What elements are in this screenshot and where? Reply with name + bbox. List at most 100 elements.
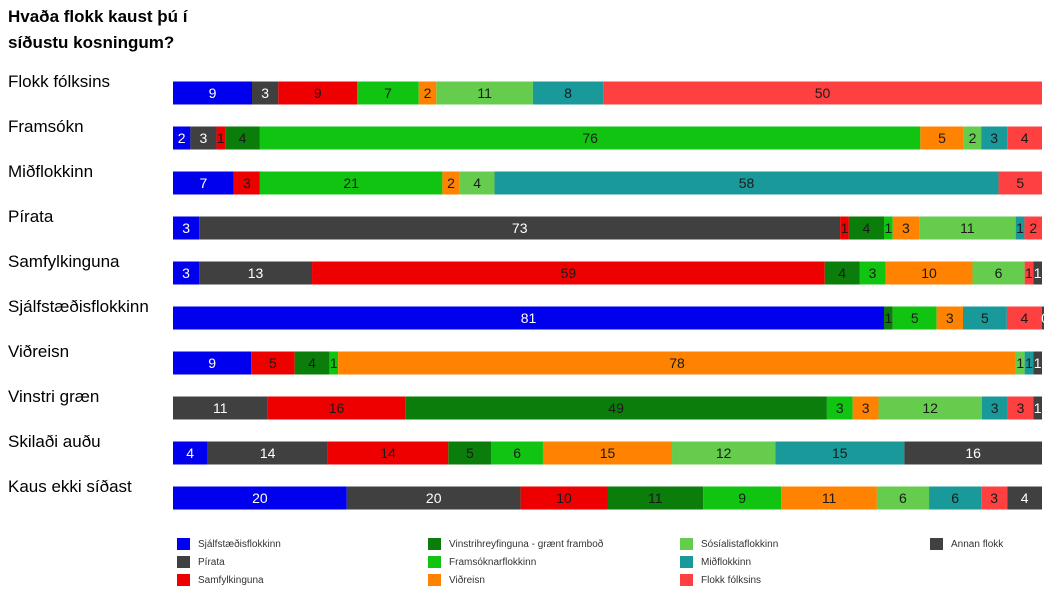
data-label: 5: [938, 130, 946, 146]
bar-segment: [981, 396, 1008, 420]
row-label: Pírata: [8, 207, 54, 226]
bar-segment: [963, 126, 982, 150]
data-label: 81: [521, 310, 537, 326]
data-label: 3: [902, 220, 910, 236]
data-label: 73: [512, 220, 528, 236]
legend-swatch: [680, 556, 693, 568]
data-label: 16: [965, 445, 981, 461]
bar-row: Flokk fólksins 9 3 9 7 2 11 8 50: [8, 72, 1042, 105]
data-label: 11: [960, 220, 975, 236]
data-label: 10: [556, 490, 572, 506]
data-label: 3: [990, 490, 998, 506]
data-label: 20: [252, 490, 268, 506]
data-label: 15: [832, 445, 848, 461]
data-label: 2: [969, 130, 977, 146]
data-label: 10: [921, 265, 937, 281]
bar-segment: [840, 216, 849, 240]
data-label: 0: [1041, 310, 1049, 326]
legend-label: Viðreisn: [449, 574, 485, 586]
data-label: 6: [951, 490, 959, 506]
data-label: 58: [739, 175, 755, 191]
data-label: 4: [186, 445, 194, 461]
bar-segment: [338, 351, 1016, 375]
bar-segment: [781, 486, 877, 510]
chart-title: Hvaða flokk kaust þú í síðustu kosningum…: [8, 7, 188, 52]
bar-segment: [294, 351, 330, 375]
data-label: 1: [1034, 400, 1042, 416]
data-label: 11: [213, 400, 228, 416]
bar-segment: [346, 486, 521, 510]
bar-segment: [1007, 486, 1042, 510]
data-label: 9: [209, 85, 217, 101]
legend-swatch: [680, 574, 693, 586]
bar-row: Kaus ekki síðast 20 20 10 11 9 11 6 6 3 4: [8, 477, 1042, 510]
bar-segment: [173, 216, 200, 240]
bar-segment: [826, 396, 853, 420]
legend-swatch: [930, 538, 943, 550]
data-label: 13: [248, 265, 264, 281]
data-label: 1: [884, 220, 892, 236]
data-label: 15: [600, 445, 616, 461]
data-label: 49: [608, 400, 624, 416]
row-label: Vinstri græn: [8, 387, 99, 406]
row-label: Skilaði auðu: [8, 432, 101, 451]
data-label: 5: [466, 445, 474, 461]
data-label: 11: [648, 490, 663, 506]
legend-item: Pírata: [177, 554, 225, 570]
bar-segment: [884, 306, 893, 330]
legend-item: Miðflokkinn: [680, 554, 751, 570]
data-label: 5: [269, 355, 277, 371]
data-label: 3: [836, 400, 844, 416]
bar-segment: [1015, 351, 1025, 375]
row-label: Flokk fólksins: [8, 72, 110, 91]
data-label: 1: [1025, 355, 1033, 371]
data-label: 12: [922, 400, 938, 416]
data-label: 9: [738, 490, 746, 506]
bar-segment: [520, 486, 608, 510]
data-label: 3: [991, 400, 999, 416]
data-label: 4: [1021, 130, 1029, 146]
chart-legend: Sjálfstæðisflokkinn Pírata Samfylkinguna Vi…: [0, 532, 1063, 592]
bar-segment: [1024, 261, 1034, 285]
legend-label: Framsóknarflokkinn: [449, 556, 537, 568]
legend-swatch: [177, 538, 190, 550]
legend-item: Viðreisn: [428, 572, 485, 588]
bar-segment: [1033, 261, 1042, 285]
bar-segment: [919, 216, 1016, 240]
data-label: 1: [1034, 355, 1042, 371]
bar-segment: [357, 81, 419, 105]
bar-segment: [607, 486, 704, 510]
data-label: 9: [314, 85, 322, 101]
data-label: 5: [981, 310, 989, 326]
row-label: Samfylkinguna: [8, 252, 120, 271]
legend-item: Sósíalistaflokkinn: [680, 536, 778, 552]
bar-segment: [494, 171, 999, 195]
data-label: 4: [308, 355, 316, 371]
legend-label: Pírata: [198, 556, 225, 568]
bar-segment: [848, 216, 884, 240]
data-label: 14: [260, 445, 276, 461]
bar-segment: [327, 441, 449, 465]
data-label: 12: [716, 445, 732, 461]
bar-segment: [1024, 351, 1034, 375]
bar-row: Miðflokkinn 7 3 21 2 4 58 5: [8, 162, 1042, 195]
bar-segment: [173, 81, 252, 105]
data-label: 76: [582, 130, 598, 146]
data-label: 3: [862, 400, 870, 416]
bar-segment: [405, 396, 827, 420]
legend-swatch: [428, 556, 441, 568]
bar-row: Samfylkinguna 3 13 59 4 3 10 6 1 1: [8, 252, 1042, 285]
bar-row: Skilaði auðu 4 14 14 5 6 15 12 15 16: [8, 432, 1042, 465]
data-label: 4: [838, 265, 846, 281]
row-label: Miðflokkinn: [8, 162, 93, 181]
bar-segment: [448, 441, 492, 465]
legend-item: Annan flokk: [930, 536, 1003, 552]
bar-segment: [207, 441, 328, 465]
legend-item: Sjálfstæðisflokkinn: [177, 536, 281, 552]
data-label: 1: [841, 220, 849, 236]
legend-swatch: [428, 538, 441, 550]
legend-label: Annan flokk: [951, 538, 1004, 550]
bar-segment: [225, 126, 260, 150]
data-label: 2: [178, 130, 186, 146]
